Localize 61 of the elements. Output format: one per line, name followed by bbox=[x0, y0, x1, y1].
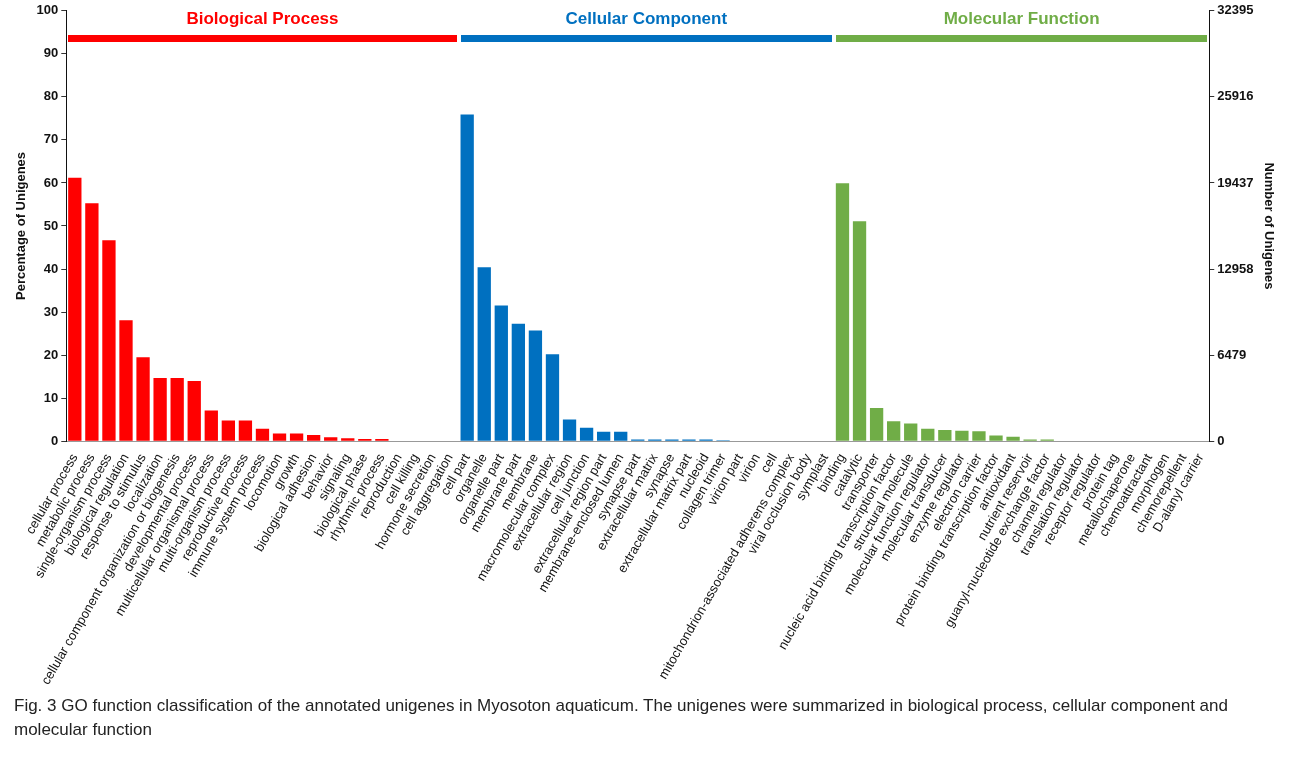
bar bbox=[272, 433, 287, 441]
bar bbox=[460, 114, 474, 441]
bar bbox=[614, 431, 628, 441]
bar bbox=[306, 435, 321, 441]
bar bbox=[921, 428, 935, 441]
bar bbox=[1006, 436, 1020, 441]
bar bbox=[852, 221, 867, 441]
caption: Fig. 3 GO function classification of the annotated unigenes in Myosoton aquaticum. The unigenes were summarized in biological process, cellular component and molecular function bbox=[13, 695, 1229, 741]
bar bbox=[869, 408, 884, 441]
bar bbox=[324, 437, 338, 441]
bar bbox=[511, 323, 526, 441]
bar bbox=[255, 428, 270, 441]
bar bbox=[972, 431, 986, 441]
y2-tick-label: 12958 bbox=[1217, 260, 1254, 276]
y-tick-label: 60 bbox=[43, 174, 59, 190]
bar bbox=[221, 420, 236, 441]
bar bbox=[494, 305, 508, 441]
bar bbox=[938, 429, 952, 441]
bar bbox=[835, 183, 850, 441]
bar bbox=[887, 421, 901, 441]
bar bbox=[477, 267, 491, 441]
y2-tick-label: 19437 bbox=[1217, 174, 1254, 190]
y-tick-label: 70 bbox=[43, 131, 59, 147]
bar bbox=[238, 420, 253, 441]
y-tick-label: 30 bbox=[43, 303, 59, 319]
bar bbox=[153, 377, 167, 441]
y-tick-label: 100 bbox=[36, 2, 59, 18]
bar bbox=[904, 423, 918, 441]
bar bbox=[119, 320, 133, 441]
y-tick-label: 40 bbox=[43, 260, 59, 276]
bar bbox=[136, 357, 150, 441]
bar bbox=[989, 435, 1003, 441]
y2-tick-label: 0 bbox=[1217, 432, 1225, 448]
y-tick-label: 10 bbox=[43, 389, 59, 405]
y-tick-label: 50 bbox=[43, 217, 59, 233]
text: Biological Process bbox=[186, 8, 339, 28]
bar bbox=[170, 377, 184, 441]
y-tick-label: 90 bbox=[43, 45, 59, 61]
bar bbox=[187, 380, 201, 441]
y2-tick-label: 25916 bbox=[1217, 88, 1254, 104]
y2-tick-label: 6479 bbox=[1217, 346, 1247, 362]
text: Cellular Component bbox=[565, 8, 728, 28]
y-tick-label: 80 bbox=[43, 88, 59, 104]
bar bbox=[85, 203, 99, 441]
text: Molecular Function bbox=[943, 8, 1100, 28]
bar bbox=[289, 433, 304, 441]
y-axis-title: Percentage of Unigenes bbox=[13, 151, 29, 301]
y-tick-label: 20 bbox=[43, 346, 59, 362]
bar bbox=[528, 330, 543, 441]
bar bbox=[579, 427, 594, 441]
bar bbox=[955, 430, 969, 441]
bar bbox=[562, 419, 577, 441]
bar bbox=[545, 354, 560, 441]
bar bbox=[68, 177, 82, 441]
bar bbox=[341, 438, 355, 441]
bar bbox=[597, 431, 611, 441]
y2-tick-label: 32395 bbox=[1217, 2, 1254, 18]
y2-axis-title: Number of Unigenes bbox=[1261, 162, 1277, 290]
bar bbox=[102, 240, 116, 441]
y-tick-label: 0 bbox=[51, 432, 59, 448]
bar bbox=[204, 410, 218, 441]
